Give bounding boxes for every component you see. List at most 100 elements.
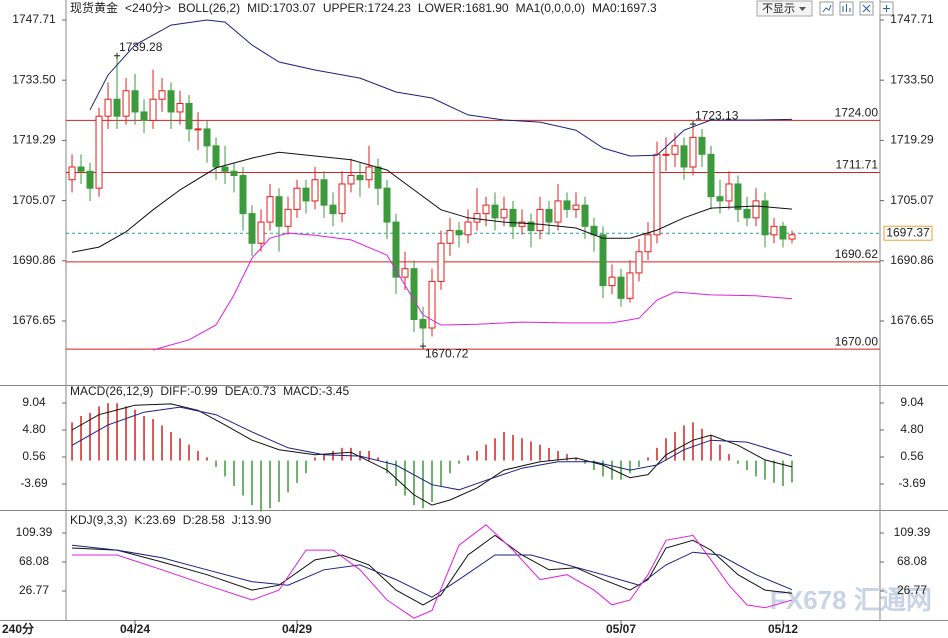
x-tick-label: 05/12 [768,622,798,636]
y-tick-label: 9.04 [900,395,924,409]
candle-body [581,204,589,227]
candle-body [347,174,355,185]
candle-body [689,136,697,168]
y-tick-label: 0.56 [22,449,46,463]
y-tick-label: 0.56 [900,449,924,463]
candle-body [266,196,274,223]
candle-body [311,179,319,202]
y-tick-label: 1676.65 [12,313,56,327]
candle-body [572,204,580,210]
legend-entry: D:28.58 [183,513,225,527]
candle-body [410,268,418,321]
hide-button[interactable] [756,0,813,17]
candle-body [320,179,328,206]
candle-body [158,90,166,100]
toolbar-icon-glyph [862,4,871,13]
level-label: 1711.71 [836,158,879,172]
y-tick-label: 1719.29 [12,133,56,147]
level-label: 1724.00 [835,106,879,120]
candle-body [662,153,670,156]
candle-body [77,166,85,172]
y-tick-label: 1705.07 [890,193,934,207]
candle-body [482,204,490,215]
indicator-line [72,524,793,619]
candle-body [176,102,184,113]
y-tick-label: 1719.29 [890,133,934,147]
indicator-line [71,403,793,506]
candle-body [743,208,751,219]
y-tick-label: 1676.65 [890,313,934,327]
candle-body [716,196,724,202]
legend-entry: MID:1703.07 [247,1,316,15]
indicator-line [89,19,793,157]
candle-body [221,166,229,172]
candle-body [185,102,193,130]
extreme-label: 1723.13 [695,108,739,122]
candle-body [131,90,139,113]
candle-body [635,251,643,274]
y-tick-label: 1705.07 [12,193,56,207]
candle-body [383,187,391,223]
candle-body [365,166,373,181]
candle-body [536,208,544,232]
candle-body [527,221,535,232]
candle-body [464,221,472,236]
indicator-line [152,232,793,351]
y-tick-label: 1690.86 [12,253,56,267]
candle-body [248,213,256,244]
hide-button-label[interactable]: 不显示 [762,2,795,15]
candle-body [707,153,715,198]
legend-entry: MACD:-3.45 [283,384,349,398]
candle-body [329,204,337,215]
candle-body [608,276,616,287]
y-tick-label: 1733.50 [12,72,56,86]
last-price-label: 1697.37 [886,225,930,239]
candle-body [149,98,157,121]
indicator-line [71,534,793,606]
dropdown-arrow[interactable] [799,7,806,11]
chart-title: 现货黄金 [70,0,118,15]
y-tick-label: 4.80 [22,422,46,436]
candle-body [104,98,112,117]
candle-body [545,208,553,223]
candle-body [671,145,679,155]
level-label: 1670.00 [835,334,879,348]
candle-body [140,111,148,121]
candle-body [122,90,130,117]
x-tick-label: 04/29 [282,622,312,636]
legend-entry: K:23.69 [134,513,176,527]
y-tick-label: 68.08 [897,554,927,568]
candle-body [275,196,283,227]
chart-title: KDJ(9,3,3) [70,513,127,527]
legend-entry: DIFF:-0.99 [160,384,218,398]
extreme-marker [689,121,696,128]
candle-body [761,200,769,236]
candle-body [779,225,787,240]
candle-body [167,90,175,113]
candle-body [68,166,76,181]
legend-entry: LOWER:1681.90 [418,1,509,15]
indicator-line [71,151,793,253]
candle-body [599,234,607,287]
candle-body [725,183,733,202]
indicator-name: MA1(0,0,0,0) [516,1,585,15]
candle-body [455,230,463,236]
y-tick-label: 26.77 [19,583,49,597]
extreme-label: 1670.72 [425,346,469,360]
candle-body [644,234,652,253]
candle-body [752,200,760,219]
indicator-line [71,544,793,598]
candle-body [113,98,121,117]
x-tick-label: 05/07 [606,622,636,636]
candle-body [374,166,382,189]
candle-body [257,221,265,244]
legend-entry: DEA:0.73 [225,384,277,398]
toolbar-icon-glyph [822,4,832,13]
toolbar-icon-glyph [842,4,851,12]
candle-body [194,128,202,131]
candle-body [554,200,562,223]
last-price-box [883,225,933,241]
y-tick-label: 109.39 [16,525,53,539]
